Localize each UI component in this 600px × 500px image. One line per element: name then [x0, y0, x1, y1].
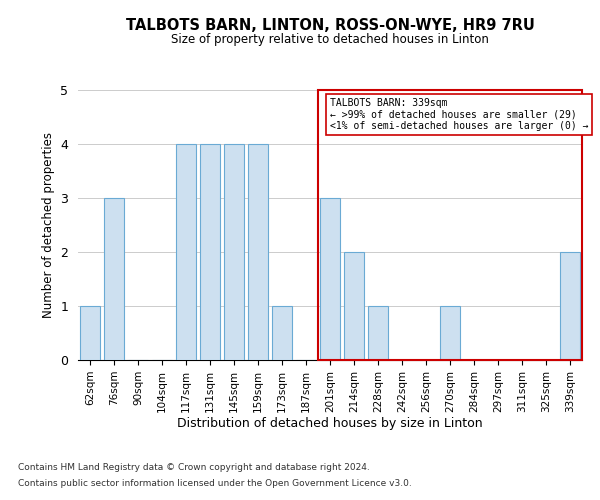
Bar — [176, 144, 196, 360]
Bar — [440, 306, 460, 360]
X-axis label: Distribution of detached houses by size in Linton: Distribution of detached houses by size … — [177, 418, 483, 430]
Bar — [80, 306, 100, 360]
Text: TALBOTS BARN, LINTON, ROSS-ON-WYE, HR9 7RU: TALBOTS BARN, LINTON, ROSS-ON-WYE, HR9 7… — [125, 18, 535, 32]
Bar — [560, 252, 580, 360]
Bar — [368, 306, 388, 360]
Text: Contains HM Land Registry data © Crown copyright and database right 2024.: Contains HM Land Registry data © Crown c… — [18, 464, 370, 472]
Text: TALBOTS BARN: 339sqm
← >99% of detached houses are smaller (29)
<1% of semi-deta: TALBOTS BARN: 339sqm ← >99% of detached … — [330, 98, 589, 132]
Bar — [104, 198, 124, 360]
Text: Contains public sector information licensed under the Open Government Licence v3: Contains public sector information licen… — [18, 478, 412, 488]
Y-axis label: Number of detached properties: Number of detached properties — [42, 132, 55, 318]
Bar — [320, 198, 340, 360]
Text: Size of property relative to detached houses in Linton: Size of property relative to detached ho… — [171, 32, 489, 46]
Bar — [344, 252, 364, 360]
Bar — [272, 306, 292, 360]
Bar — [224, 144, 244, 360]
Bar — [248, 144, 268, 360]
Bar — [318, 90, 582, 360]
Bar — [200, 144, 220, 360]
